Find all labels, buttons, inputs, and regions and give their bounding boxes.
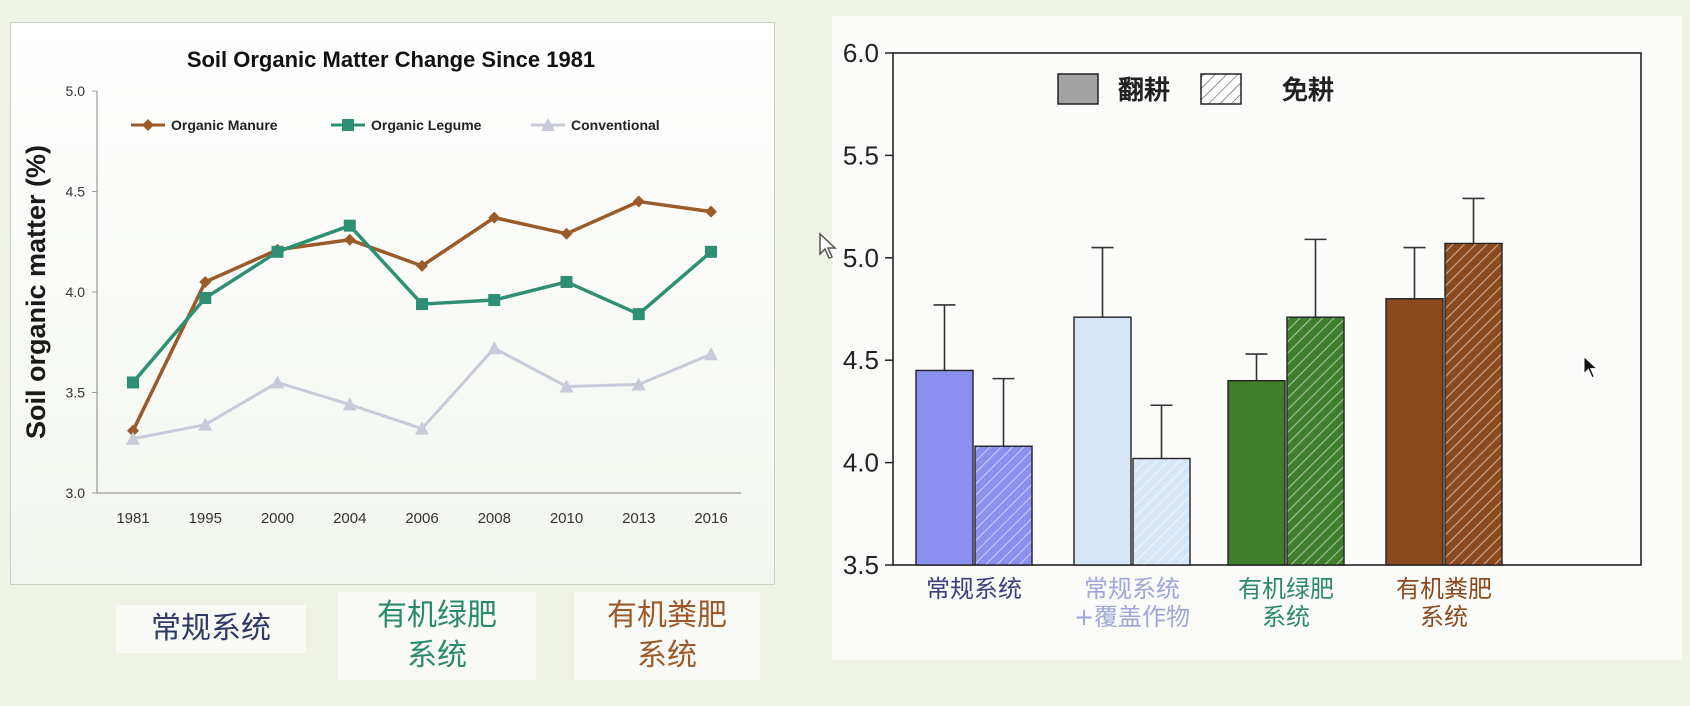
y-tick-label: 3.0 <box>66 485 86 501</box>
y-tick-label: 5.0 <box>843 243 879 273</box>
bar-chart: 3.54.04.55.05.56.0Soil organic matter (%… <box>843 38 1642 631</box>
x-tick-label: 2010 <box>550 510 583 527</box>
data-point <box>488 294 501 307</box>
legend-swatch-solid <box>1057 73 1099 105</box>
chart-title: Soil Organic Matter Change Since 1981 <box>187 47 595 72</box>
y-tick-label: 3.5 <box>66 385 86 401</box>
data-point <box>343 233 356 246</box>
bar-group <box>1385 197 1503 566</box>
bar <box>1385 298 1444 566</box>
bar <box>1286 316 1345 566</box>
data-point <box>559 379 574 393</box>
data-point <box>705 205 717 218</box>
y-tick-label: 6.0 <box>843 38 879 68</box>
caption-conventional: 常规系统 <box>116 605 306 653</box>
data-point <box>705 245 717 258</box>
bar-group <box>915 304 1033 566</box>
data-point <box>560 227 573 240</box>
x-tick-label: 2006 <box>405 510 438 527</box>
data-point <box>199 292 212 305</box>
data-point <box>632 308 645 321</box>
legend-swatch-hatched <box>1200 73 1242 105</box>
data-point <box>270 375 285 389</box>
x-tick-label: 2000 <box>261 510 294 527</box>
bar-group <box>1227 238 1345 566</box>
category-label: 有机粪肥系统 <box>1396 575 1492 631</box>
legend-label: 免耕 <box>1282 75 1334 106</box>
data-point <box>487 341 502 355</box>
y-tick-label: 4.5 <box>843 345 879 375</box>
x-tick-label: 1995 <box>189 510 222 527</box>
data-point <box>631 377 646 391</box>
y-tick-label: 5.5 <box>843 140 879 170</box>
caption-organic-manure: 有机粪肥 系统 <box>574 592 760 680</box>
bar <box>1227 379 1286 566</box>
x-tick-label: 2008 <box>478 510 511 527</box>
y-tick-label: 4.5 <box>66 184 86 200</box>
data-point <box>271 245 284 258</box>
data-point <box>704 347 718 361</box>
y-tick-label: 5.0 <box>66 83 86 99</box>
data-point <box>142 119 154 131</box>
category-label: 有机绿肥系统 <box>1238 575 1334 631</box>
line-chart: Soil Organic Matter Change Since 1981 3.0… <box>21 47 741 527</box>
y-axis-label: Soil organic matter (%) <box>21 145 51 439</box>
x-tick-label: 1981 <box>116 510 149 527</box>
bar <box>974 445 1033 566</box>
series-organic-manure <box>127 195 717 437</box>
x-tick-label: 2016 <box>694 510 727 527</box>
data-point <box>342 397 357 411</box>
bar <box>1444 242 1503 566</box>
x-tick-label: 2004 <box>333 510 366 527</box>
line-chart-panel: Soil Organic Matter Change Since 1981 3.0… <box>10 22 775 585</box>
bar-chart-panel: 3.54.04.55.05.56.0Soil organic matter (%… <box>832 16 1682 660</box>
caption-organic-legume: 有机绿肥 系统 <box>338 592 536 680</box>
y-tick-label: 3.5 <box>843 550 879 580</box>
mouse-pointer-icon <box>1583 354 1600 379</box>
series-conventional <box>126 341 718 445</box>
legend-label: Organic Manure <box>171 117 278 133</box>
data-point <box>199 275 212 288</box>
data-point <box>560 275 573 288</box>
series-organic-legume <box>127 219 717 389</box>
data-point <box>127 376 139 389</box>
data-point <box>416 298 428 311</box>
y-tick-label: 4.0 <box>66 284 86 300</box>
x-tick-label: 2013 <box>622 510 655 527</box>
y-tick-label: 4.0 <box>843 448 879 478</box>
data-point <box>416 259 428 272</box>
data-point <box>127 424 139 437</box>
series-line <box>131 199 712 432</box>
bar <box>915 369 974 566</box>
category-label: 常规系统 <box>926 575 1022 603</box>
legend-label: Conventional <box>571 117 660 133</box>
data-point <box>126 431 140 445</box>
category-label: 常规系统+覆盖作物 <box>1074 575 1190 631</box>
bar <box>1073 316 1132 566</box>
legend-label: 翻耕 <box>1118 76 1170 106</box>
bar <box>1132 457 1191 566</box>
data-point <box>541 118 555 131</box>
data-point <box>343 219 356 232</box>
bar-group <box>1073 246 1191 566</box>
mouse-pointer-icon <box>819 232 837 259</box>
data-point <box>342 119 354 131</box>
data-point <box>488 211 501 224</box>
data-point <box>632 195 645 208</box>
data-point <box>198 417 213 431</box>
legend-label: Organic Legume <box>371 117 482 133</box>
data-point <box>415 421 429 435</box>
